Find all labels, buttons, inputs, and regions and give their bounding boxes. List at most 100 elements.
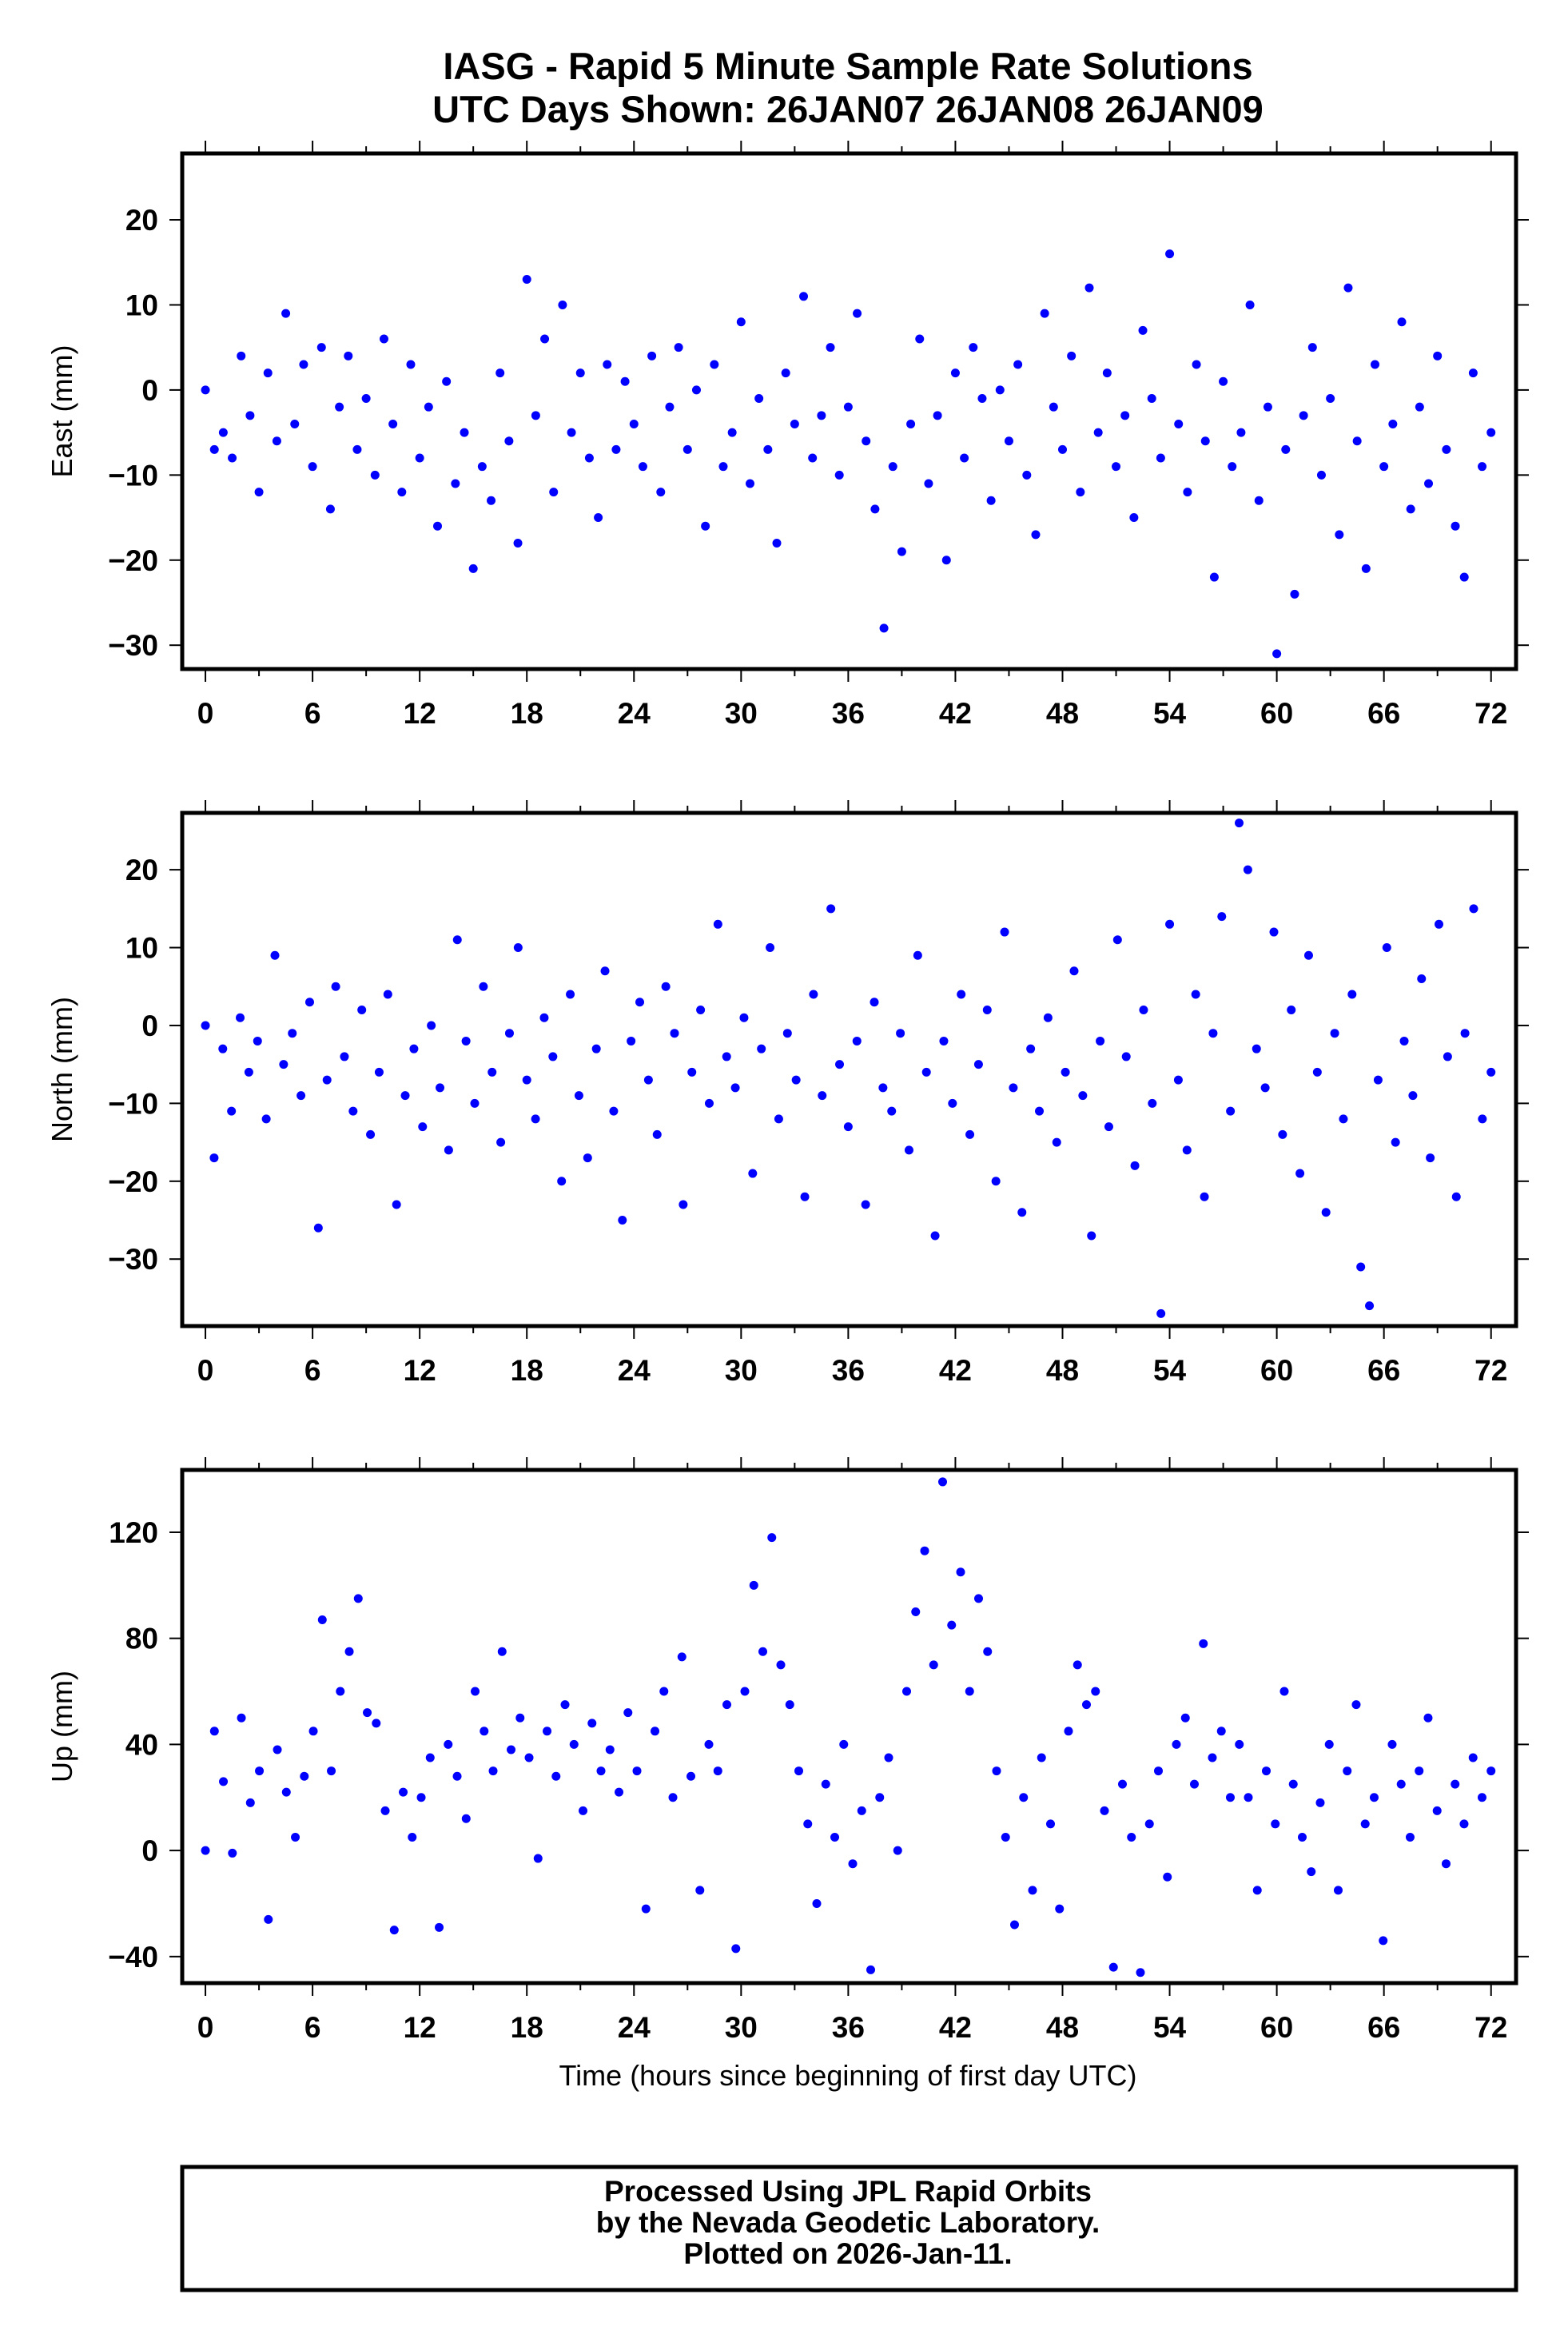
data-point bbox=[288, 1029, 297, 1038]
data-point bbox=[748, 1169, 758, 1178]
data-point bbox=[1477, 1793, 1486, 1802]
data-point bbox=[444, 1739, 453, 1749]
data-point bbox=[1235, 1739, 1244, 1749]
data-point bbox=[857, 1806, 866, 1815]
y-tick-label: 0 bbox=[141, 1010, 158, 1042]
data-point bbox=[1199, 1639, 1208, 1648]
data-point bbox=[641, 1904, 651, 1914]
data-point bbox=[965, 1129, 975, 1139]
data-point bbox=[1009, 1083, 1018, 1093]
data-point bbox=[470, 1098, 480, 1108]
data-point bbox=[896, 1029, 905, 1038]
data-point bbox=[1156, 453, 1165, 463]
x-tick-label: 0 bbox=[197, 1354, 214, 1387]
data-point bbox=[540, 334, 550, 344]
data-point bbox=[722, 1052, 731, 1061]
data-point bbox=[830, 1833, 840, 1842]
data-point bbox=[767, 1533, 777, 1543]
data-point bbox=[1417, 974, 1427, 984]
data-point bbox=[710, 360, 719, 369]
data-point bbox=[1067, 351, 1077, 360]
data-point bbox=[603, 360, 612, 369]
data-point bbox=[941, 556, 951, 565]
data-point bbox=[808, 453, 818, 463]
data-point bbox=[596, 1766, 606, 1776]
data-point bbox=[852, 1036, 862, 1046]
data-point bbox=[263, 368, 273, 378]
data-point bbox=[627, 1036, 636, 1046]
data-point bbox=[424, 402, 433, 412]
data-point bbox=[1415, 1766, 1424, 1776]
data-point bbox=[1084, 283, 1094, 293]
data-point bbox=[939, 1036, 949, 1046]
data-point bbox=[695, 1886, 705, 1895]
data-point bbox=[1028, 1886, 1037, 1895]
y-tick-label: −40 bbox=[108, 1941, 158, 1974]
x-tick-label: 24 bbox=[618, 1354, 651, 1387]
data-point bbox=[1424, 479, 1434, 488]
data-point bbox=[651, 1727, 660, 1736]
data-point bbox=[1147, 394, 1156, 404]
data-point bbox=[1245, 300, 1255, 309]
data-point bbox=[353, 1594, 363, 1603]
data-point bbox=[1382, 943, 1391, 953]
data-point bbox=[1129, 513, 1139, 523]
data-point bbox=[1460, 1029, 1470, 1038]
x-tick-label: 18 bbox=[511, 697, 543, 730]
data-point bbox=[656, 488, 666, 497]
data-point bbox=[754, 394, 764, 404]
data-point bbox=[372, 1719, 381, 1728]
data-point bbox=[1379, 1936, 1388, 1946]
x-tick-label: 60 bbox=[1260, 1354, 1293, 1387]
data-point bbox=[1091, 1687, 1100, 1696]
data-point bbox=[558, 300, 567, 309]
data-point bbox=[361, 394, 371, 404]
data-point bbox=[1013, 360, 1023, 369]
x-tick-label: 24 bbox=[618, 697, 651, 730]
data-point bbox=[888, 462, 897, 472]
data-point bbox=[772, 538, 782, 548]
data-point bbox=[379, 334, 388, 344]
data-point bbox=[1192, 360, 1201, 369]
data-point bbox=[749, 1580, 758, 1590]
data-point bbox=[1040, 309, 1049, 318]
data-point bbox=[1172, 1739, 1181, 1749]
data-point bbox=[584, 453, 594, 463]
data-point bbox=[1174, 419, 1184, 428]
data-point bbox=[236, 1013, 245, 1022]
data-point bbox=[929, 1660, 938, 1670]
data-point bbox=[1433, 351, 1443, 360]
data-point bbox=[1069, 966, 1079, 976]
x-tick-label: 42 bbox=[939, 697, 972, 730]
data-point bbox=[487, 496, 496, 505]
data-point bbox=[397, 488, 407, 497]
data-point bbox=[504, 1029, 514, 1038]
data-point bbox=[739, 1013, 749, 1022]
data-point bbox=[201, 1846, 210, 1855]
data-point bbox=[983, 1647, 993, 1656]
data-point bbox=[1406, 504, 1415, 514]
x-tick-label: 66 bbox=[1367, 697, 1400, 730]
data-point bbox=[1303, 950, 1313, 960]
data-point bbox=[1415, 402, 1424, 412]
x-tick-label: 24 bbox=[618, 2011, 651, 2044]
data-point bbox=[1443, 1052, 1452, 1061]
data-point bbox=[374, 1067, 384, 1077]
data-point bbox=[1468, 368, 1478, 378]
data-point bbox=[1189, 1779, 1199, 1789]
data-point bbox=[400, 1091, 410, 1101]
data-point bbox=[1001, 1833, 1010, 1842]
footer-line3: Plotted on 2026-Jan-11. bbox=[683, 2237, 1012, 2270]
data-point bbox=[477, 462, 487, 472]
data-point bbox=[399, 1787, 408, 1797]
data-point bbox=[308, 1727, 318, 1736]
data-point bbox=[433, 521, 443, 531]
data-point bbox=[1165, 249, 1175, 259]
data-point bbox=[244, 1067, 253, 1077]
data-point bbox=[1183, 488, 1192, 497]
data-point bbox=[415, 453, 424, 463]
data-point bbox=[1228, 462, 1237, 472]
data-point bbox=[1009, 1920, 1019, 1930]
y-tick-label: 0 bbox=[141, 1834, 158, 1867]
data-point bbox=[758, 1647, 768, 1656]
